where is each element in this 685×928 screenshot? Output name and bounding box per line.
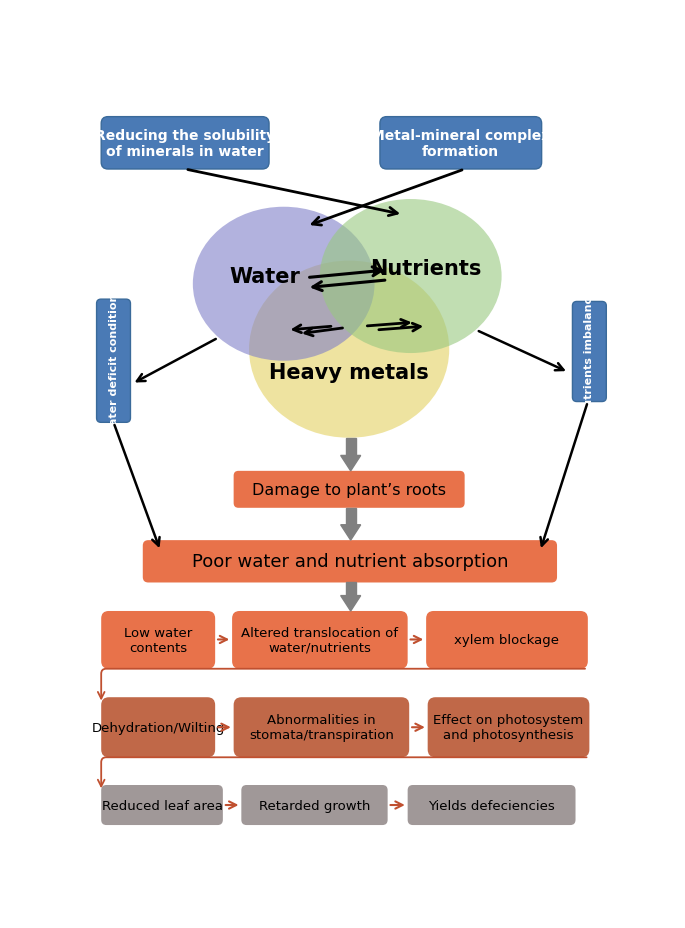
FancyBboxPatch shape <box>426 612 588 669</box>
Text: Yields defeciencies: Yields defeciencies <box>428 799 555 812</box>
Text: Nutrients: Nutrients <box>371 259 482 279</box>
Text: Reduced leaf area: Reduced leaf area <box>101 799 223 812</box>
Text: Poor water and nutrient absorption: Poor water and nutrient absorption <box>192 553 508 571</box>
Text: Low water
contents: Low water contents <box>124 626 192 654</box>
Text: Retarded growth: Retarded growth <box>259 799 370 812</box>
Bar <box>346 583 356 596</box>
Text: Damage to plant’s roots: Damage to plant’s roots <box>252 483 446 497</box>
FancyBboxPatch shape <box>142 540 557 583</box>
Ellipse shape <box>193 208 375 361</box>
FancyBboxPatch shape <box>573 303 606 402</box>
Ellipse shape <box>249 262 449 438</box>
Polygon shape <box>340 525 361 540</box>
FancyBboxPatch shape <box>408 785 575 825</box>
Polygon shape <box>340 596 361 612</box>
FancyBboxPatch shape <box>232 612 408 669</box>
FancyBboxPatch shape <box>234 698 409 757</box>
Text: Heavy metals: Heavy metals <box>269 363 429 383</box>
FancyBboxPatch shape <box>97 300 130 423</box>
FancyBboxPatch shape <box>380 118 542 170</box>
Text: Effect on photosystem
and photosynthesis: Effect on photosystem and photosynthesis <box>434 714 584 741</box>
Text: Water: Water <box>229 266 300 287</box>
Bar <box>346 509 356 525</box>
Ellipse shape <box>320 200 501 354</box>
Text: Reducing the solubility
of minerals in water: Reducing the solubility of minerals in w… <box>95 129 275 159</box>
Text: Dehydration/Wilting: Dehydration/Wilting <box>92 721 225 734</box>
Text: Water deficit conditions: Water deficit conditions <box>108 287 119 436</box>
Text: Metal-mineral complex
formation: Metal-mineral complex formation <box>371 129 551 159</box>
Text: Altered translocation of
water/nutrients: Altered translocation of water/nutrients <box>241 626 399 654</box>
FancyBboxPatch shape <box>101 698 215 757</box>
FancyBboxPatch shape <box>234 471 464 509</box>
FancyBboxPatch shape <box>101 785 223 825</box>
Text: xylem blockage: xylem blockage <box>454 634 560 647</box>
FancyBboxPatch shape <box>101 118 269 170</box>
Text: Abnormalities in
stomata/transpiration: Abnormalities in stomata/transpiration <box>249 714 394 741</box>
Text: Nutrients imbalance: Nutrients imbalance <box>584 289 595 416</box>
Polygon shape <box>340 456 361 471</box>
FancyBboxPatch shape <box>427 698 589 757</box>
FancyBboxPatch shape <box>101 612 215 669</box>
FancyBboxPatch shape <box>241 785 388 825</box>
Bar <box>346 438 356 456</box>
